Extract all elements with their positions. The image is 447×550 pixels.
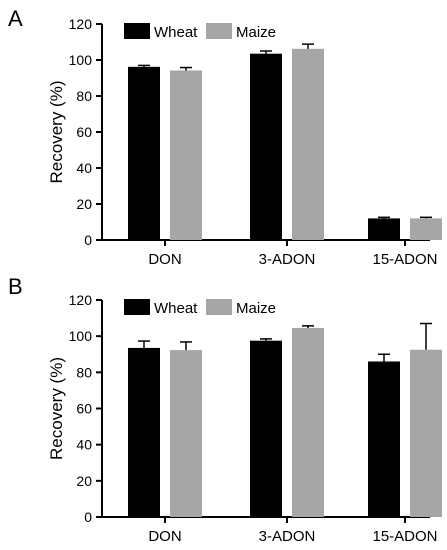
y-tick-label: 60 (76, 124, 92, 140)
y-tick-label: 120 (69, 16, 93, 32)
x-tick-label: DON (148, 528, 181, 545)
panel-b: B 0 20 40 60 80 100 120 Recovery (%) DON 3-ADON 15-… (8, 274, 442, 545)
y-tick-label: 60 (76, 401, 92, 417)
legend-swatch-maize (206, 23, 232, 39)
legend-swatch-wheat (124, 23, 150, 39)
bar-wheat-3-adon (250, 53, 282, 241)
panel-letter: B (8, 274, 23, 299)
y-tick-label: 100 (69, 328, 93, 344)
legend-swatch-wheat (124, 299, 150, 315)
bar-wheat-15-adon (368, 361, 400, 517)
y-tick-label: 120 (69, 292, 93, 308)
bar-maize-15-adon (410, 218, 442, 240)
y-axis-label: Recovery (%) (47, 81, 66, 184)
y-tick-label: 40 (76, 437, 92, 453)
y-tick-label: 40 (76, 160, 92, 176)
bar-maize-3-adon (292, 328, 324, 517)
y-tick-label: 20 (76, 196, 92, 212)
x-tick-label: 3-ADON (259, 528, 316, 545)
y-tick-label: 0 (84, 232, 92, 248)
legend-label-maize: Maize (236, 300, 276, 317)
y-tick-label: 0 (84, 509, 92, 525)
x-tick-label: 3-ADON (259, 251, 316, 268)
legend-label-maize: Maize (236, 24, 276, 41)
y-tick-label: 80 (76, 88, 92, 104)
legend-label-wheat: Wheat (154, 300, 198, 317)
bar-wheat-15-adon (368, 218, 400, 240)
bar-wheat-don (128, 347, 160, 517)
x-tick-label: 15-ADON (372, 251, 437, 268)
panel-a: A 0 20 40 60 80 100 120 Recovery (%) DON 3-ADON 15-… (8, 6, 442, 268)
x-tick-label: 15-ADON (372, 528, 437, 545)
x-tick-label: DON (148, 251, 181, 268)
bar-maize-15-adon (410, 349, 442, 517)
y-tick-label: 100 (69, 52, 93, 68)
panel-letter: A (8, 6, 23, 31)
y-tick-label: 20 (76, 473, 92, 489)
bar-maize-don (170, 350, 202, 517)
bar-maize-don (170, 70, 202, 240)
legend-swatch-maize (206, 299, 232, 315)
legend-label-wheat: Wheat (154, 24, 198, 41)
bar-wheat-don (128, 66, 160, 240)
bar-maize-3-adon (292, 48, 324, 241)
bar-wheat-3-adon (250, 340, 282, 517)
y-axis-label: Recovery (%) (47, 357, 66, 460)
y-tick-label: 80 (76, 364, 92, 380)
